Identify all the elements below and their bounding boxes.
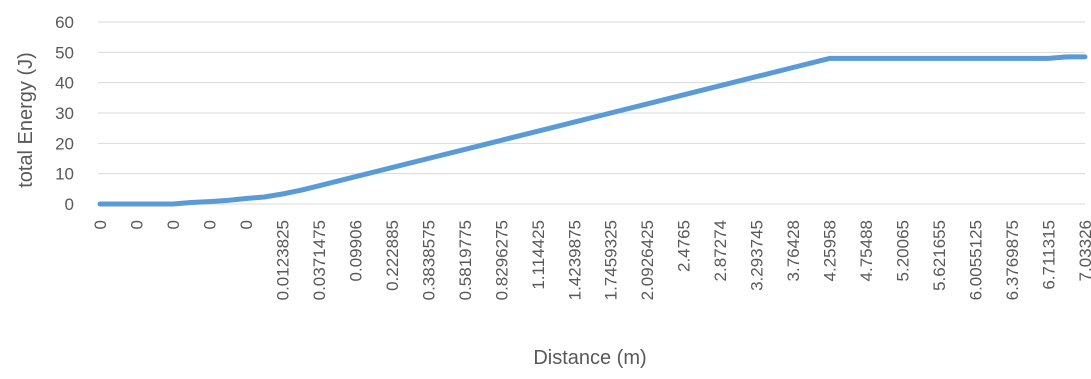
x-tick-label: 6.711315: [1040, 220, 1059, 290]
y-tick-label: 40: [55, 74, 74, 93]
x-tick-label: 0.3838575: [419, 220, 438, 300]
x-tick-label: 0.5819775: [456, 220, 475, 300]
x-tick-label: 4.75488: [857, 220, 876, 281]
y-tick-label: 60: [55, 13, 74, 32]
series-layer: [97, 54, 1088, 207]
y-tick-label: 0: [65, 195, 74, 214]
x-tick-label: 0: [91, 220, 110, 229]
gridlines: [98, 21, 1085, 205]
x-tick-label: 0: [200, 220, 219, 229]
x-tick-label: 0.09906: [346, 220, 365, 281]
y-axis-title: total Energy (J): [15, 52, 37, 188]
x-tick-label: 2.0926425: [638, 220, 657, 300]
x-tick-label: 3.76428: [784, 220, 803, 281]
y-tick-label: 50: [55, 43, 74, 62]
x-tick-label: 1.114425: [529, 220, 548, 290]
x-tick-label: 0: [237, 220, 256, 229]
x-tick-label: 0: [164, 220, 183, 229]
x-tick-label: 4.25958: [821, 220, 840, 281]
x-axis-title: Distance (m): [533, 347, 646, 369]
y-tick-label: 20: [55, 134, 74, 153]
x-tick-label: 0.0371475: [310, 220, 329, 300]
series-line-0: [97, 54, 1088, 207]
y-tick-label: 10: [55, 165, 74, 184]
x-tick-label: 0.222885: [383, 220, 402, 291]
x-tick-label: 5.20065: [894, 220, 913, 281]
x-tick-label: 6.0055125: [967, 220, 986, 300]
y-axis-ticks: 0 10 20 30 40 50 60: [55, 13, 74, 214]
x-tick-label: 5.621655: [930, 220, 949, 291]
x-tick-label: 7.03326: [1076, 220, 1091, 281]
x-tick-label: 2.4765: [675, 220, 694, 272]
x-tick-label: 0.0123825: [273, 220, 292, 300]
x-tick-label: 2.87274: [711, 220, 730, 281]
x-tick-label: 3.293745: [748, 220, 767, 291]
x-tick-label: 6.3769875: [1003, 220, 1022, 300]
x-tick-label: 0.8296275: [492, 220, 511, 300]
x-axis-ticks: 0 0 0 0 0 0.0123825 0.0371475 0.09906 0.222885 0.…: [91, 220, 1091, 300]
y-tick-label: 30: [55, 104, 74, 123]
x-tick-label: 0: [127, 220, 146, 229]
x-tick-label: 1.4239875: [565, 220, 584, 300]
x-tick-label: 1.7459325: [602, 220, 621, 300]
